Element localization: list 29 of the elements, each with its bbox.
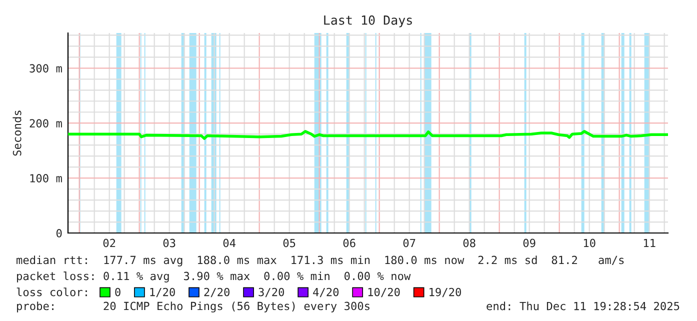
line-series [68, 130, 668, 140]
x-tick-label: 05 [283, 238, 296, 248]
legend-label: 2/20 [204, 288, 230, 298]
x-tick-label: 11 [644, 238, 656, 248]
legend-label: 19/20 [430, 288, 461, 298]
legend-label: 4/20 [313, 288, 339, 298]
y-tick-label: 100 m [30, 174, 62, 182]
legend-label: 10/20 [368, 288, 400, 298]
x-tick-label: 03 [163, 238, 176, 248]
legend-label: 1/20 [150, 288, 175, 298]
y-tick-label: 0 [56, 229, 62, 238]
text: probe: 20 ICMP Echo Pings (56 Bytes) every 300s [17, 302, 370, 312]
x-tick-label: 06 [343, 238, 356, 248]
x-tick-label: 10 [584, 238, 596, 248]
x-tick-label: 09 [523, 238, 536, 248]
legend-title: loss color: [16, 288, 87, 296]
chart-title: Last 10 Days [324, 15, 412, 28]
x-tick-label: 04 [223, 238, 236, 248]
y-axis-title: Seconds [12, 110, 22, 156]
text: end: Thu Dec 11 19:28:54 2025 [486, 302, 680, 310]
y-tick-label: 200 m [30, 119, 62, 128]
text: median rtt: 177.7 ms avg 188.0 ms max 171.3 ms min 180.0 ms now 2.2 ms sd 81.2 am/s [16, 256, 624, 266]
x-tick-label: 02 [103, 238, 116, 248]
text: packet loss: 0.11 % avg 3.90 % max 0.00 % min 0.00 % now [17, 272, 411, 282]
legend-label: 3/20 [258, 288, 284, 298]
y-tick-label: 300 m [30, 64, 62, 73]
x-tick-label: 07 [403, 238, 416, 248]
x-tick-label: 08 [463, 238, 476, 248]
legend-label: 0 [115, 288, 120, 296]
